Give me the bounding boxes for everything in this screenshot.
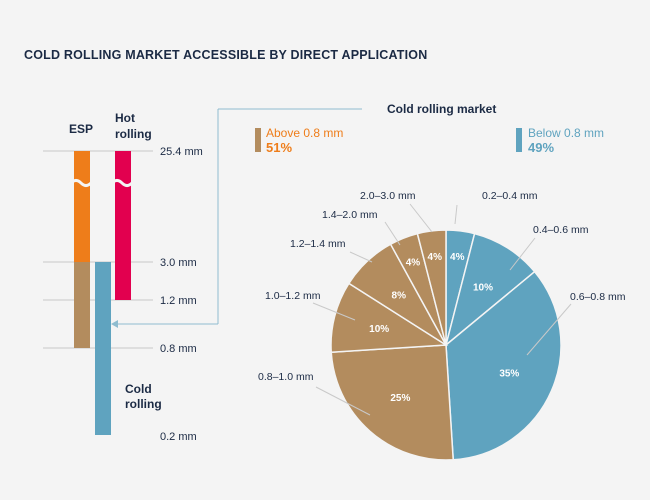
hot-rolling-label-1: Hot: [115, 111, 135, 125]
thickness-label: 1.2 mm: [160, 295, 197, 307]
arrow-icon: [111, 320, 118, 328]
page-title: COLD ROLLING MARKET ACCESSIBLE BY DIRECT…: [24, 48, 428, 62]
legend-below-label: Below 0.8 mm: [528, 126, 604, 140]
slice-percent-label: 4%: [428, 252, 443, 263]
cold-rolling-bar: [95, 262, 111, 435]
esp-bar-tan: [74, 262, 90, 348]
slice-leader-line: [312, 302, 356, 321]
slice-percent-label: 35%: [499, 368, 519, 379]
hot-rolling-bar: [115, 151, 131, 300]
slice-category-label: 0.2–0.4 mm: [482, 190, 538, 202]
slice-percent-label: 10%: [473, 283, 493, 294]
slice-category-label: 1.2–1.4 mm: [290, 238, 346, 250]
slice-leader-line: [384, 221, 401, 246]
esp-bar-orange: [74, 151, 90, 262]
legend-below-value: 49%: [528, 140, 554, 155]
legend-swatch-above: [255, 128, 261, 152]
thickness-label: 25.4 mm: [160, 146, 203, 158]
legend-swatch-below: [516, 128, 522, 152]
slice-percent-label: 25%: [390, 393, 410, 404]
pie-slice: [444, 232, 536, 348]
chart-title: Cold rolling market: [387, 102, 496, 116]
thickness-label: 0.8 mm: [160, 343, 197, 355]
slice-leader-line: [409, 203, 433, 233]
slice-leader-line: [315, 386, 371, 416]
pie-slice: [330, 282, 449, 354]
slice-percent-label: 8%: [392, 291, 407, 302]
cold-rolling-label-2: rolling: [125, 397, 162, 411]
slice-category-label: 0.8–1.0 mm: [258, 371, 314, 383]
slice-category-label: 2.0–3.0 mm: [360, 190, 416, 202]
slice-category-label: 0.6–0.8 mm: [570, 291, 626, 303]
slice-leader-line: [349, 251, 373, 263]
hot-break-mark: [110, 179, 134, 187]
cold-rolling-label-1: Cold: [125, 382, 152, 396]
slice-leader-line: [526, 303, 572, 356]
pie-slice: [330, 344, 455, 461]
pie-slice: [445, 270, 562, 461]
legend-above-label: Above 0.8 mm: [266, 126, 343, 140]
slice-percent-label: 10%: [369, 324, 389, 335]
thickness-label: 0.2 mm: [160, 431, 197, 443]
slice-leader-line: [509, 237, 536, 271]
slice-leader-line: [454, 204, 458, 225]
slice-percent-label: 4%: [450, 252, 465, 263]
hot-rolling-label-2: rolling: [115, 127, 152, 141]
slice-percent-label: 4%: [406, 258, 421, 269]
pie-chart: 4% 0.2–0.4 mm 10% 0.4–0.6 mm 35% 0.6–0.8 mm 25…: [258, 190, 626, 461]
esp-break-mark: [69, 179, 93, 187]
legend-above-value: 51%: [266, 140, 292, 155]
slice-category-label: 1.0–1.2 mm: [265, 290, 321, 302]
slice-category-label: 1.4–2.0 mm: [322, 209, 378, 221]
slice-category-label: 0.4–0.6 mm: [533, 224, 589, 236]
esp-label: ESP: [69, 122, 93, 136]
thickness-label: 3.0 mm: [160, 257, 197, 269]
